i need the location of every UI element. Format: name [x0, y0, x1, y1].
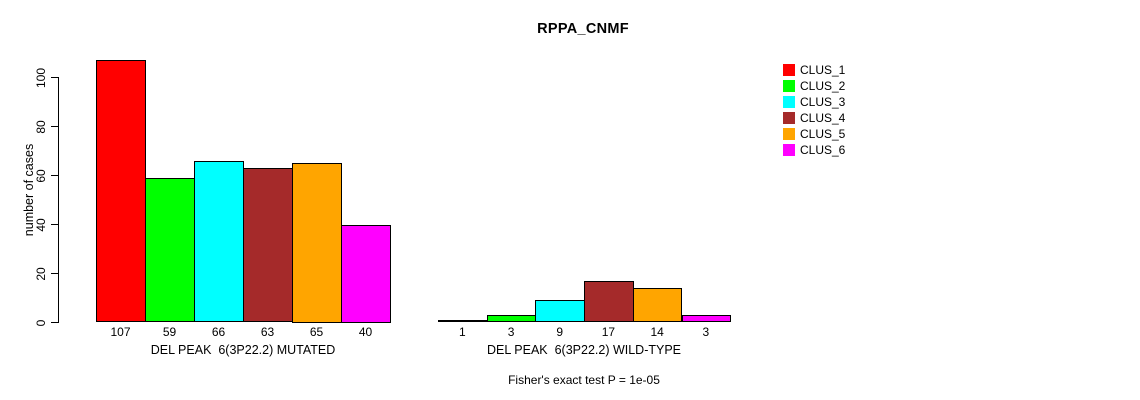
bar-value-label: 65	[309, 325, 324, 339]
legend-label: CLUS_2	[800, 79, 846, 93]
y-tick-label: 60	[34, 168, 48, 183]
legend-row: CLUS_6	[783, 142, 845, 158]
legend-row: CLUS_4	[783, 110, 845, 126]
chart-title: RPPA_CNMF	[537, 21, 629, 37]
y-tick-label: 20	[34, 266, 48, 281]
y-tick-label: 40	[34, 217, 48, 232]
bar-value-label: 3	[507, 325, 515, 339]
bar	[341, 224, 391, 323]
legend-color-swatch	[783, 80, 795, 92]
legend-color-swatch	[783, 64, 795, 76]
legend-label: CLUS_6	[800, 143, 846, 157]
y-tick	[51, 76, 58, 79]
legend-row: CLUS_2	[783, 78, 845, 94]
bar	[96, 60, 146, 323]
y-tick-label: 0	[34, 319, 48, 326]
bar	[194, 160, 244, 323]
y-axis-line	[57, 77, 59, 323]
y-tick-label: 100	[34, 67, 48, 88]
legend-color-swatch	[783, 112, 795, 124]
y-tick	[51, 272, 58, 275]
bar-value-label: 9	[556, 325, 564, 339]
bar-value-label: 59	[162, 325, 177, 339]
legend-row: CLUS_5	[783, 126, 845, 142]
bar-value-label: 1	[459, 325, 466, 339]
bar	[438, 320, 488, 323]
bar	[535, 300, 586, 323]
legend: CLUS_1 CLUS_2 CLUS_3 CLUS_4 CLUS_5 CLUS_6	[783, 62, 845, 158]
y-tick	[51, 321, 58, 324]
legend-row: CLUS_3	[783, 94, 845, 110]
legend-color-swatch	[783, 128, 795, 140]
bar	[681, 315, 732, 323]
bar-value-label: 14	[650, 325, 664, 339]
legend-label: CLUS_5	[800, 127, 846, 141]
legend-label: CLUS_1	[800, 63, 846, 77]
y-tick	[51, 125, 58, 128]
bar	[243, 168, 293, 323]
bar	[632, 288, 683, 323]
bar-value-label: 40	[358, 325, 373, 339]
group-label-mutated: DEL PEAK 6(3P22.2) MUTATED	[150, 343, 336, 357]
legend-color-swatch	[783, 144, 795, 156]
y-tick	[51, 223, 58, 226]
bar-value-label: 107	[110, 325, 131, 339]
bar-value-label: 17	[601, 325, 616, 339]
bar-value-label: 63	[260, 325, 275, 339]
y-tick	[51, 174, 58, 177]
bar-value-label: 3	[702, 325, 710, 339]
bar	[486, 315, 537, 323]
fisher-test-annotation: Fisher's exact test P = 1e-05	[508, 373, 660, 387]
legend-label: CLUS_4	[800, 111, 846, 125]
bar	[584, 280, 634, 323]
group-label-wild-type: DEL PEAK 6(3P22.2) WILD-TYPE	[486, 343, 682, 357]
bar	[145, 177, 195, 323]
legend-label: CLUS_3	[800, 95, 846, 109]
bar-value-label: 66	[211, 325, 226, 339]
bar	[292, 163, 342, 323]
y-tick-label: 80	[34, 119, 48, 134]
legend-row: CLUS_1	[783, 62, 845, 78]
legend-color-swatch	[783, 96, 795, 108]
